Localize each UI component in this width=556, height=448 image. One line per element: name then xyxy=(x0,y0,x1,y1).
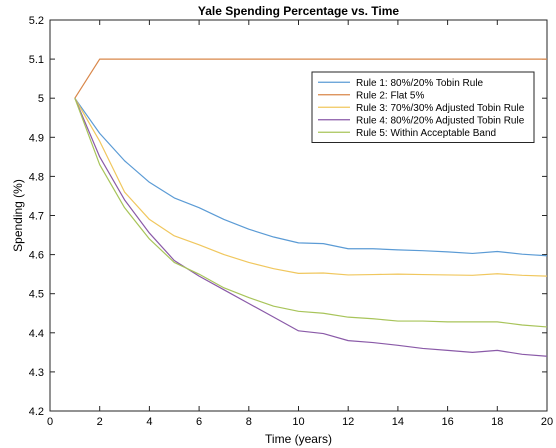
series-line-rule-1 xyxy=(74,97,548,257)
x-axis-label: Time (years) xyxy=(265,432,332,446)
legend-label-rule-2: Rule 2: Flat 5% xyxy=(356,90,424,101)
y-tick-label: 4.5 xyxy=(29,289,44,301)
x-tick-label: 2 xyxy=(97,416,103,428)
x-tick-label: 18 xyxy=(491,416,503,428)
x-tick-label: 14 xyxy=(392,416,404,428)
series-line-rule-3 xyxy=(74,97,548,277)
y-tick-label: 4.2 xyxy=(29,406,44,418)
x-tick-label: 20 xyxy=(541,416,553,428)
legend-label-rule-3: Rule 3: 70%/30% Adjusted Tobin Rule xyxy=(356,103,525,114)
y-tick-label: 4.7 xyxy=(29,211,44,223)
series-line-rule-2 xyxy=(74,58,547,99)
x-tick-label: 6 xyxy=(196,416,202,428)
y-tick-label: 4.4 xyxy=(29,328,44,340)
x-tick-label: 12 xyxy=(342,416,354,428)
x-tick-label: 16 xyxy=(441,416,453,428)
x-tick-label: 10 xyxy=(292,416,304,428)
legend-label-rule-5: Rule 5: Within Acceptable Band xyxy=(356,128,496,139)
legend-label-rule-4: Rule 4: 80%/20% Adjusted Tobin Rule xyxy=(356,115,525,126)
y-tick-label: 4.6 xyxy=(29,250,44,262)
y-tick-label: 4.3 xyxy=(29,367,44,379)
series-line-rule-4 xyxy=(74,97,548,357)
y-tick-label: 5.2 xyxy=(29,15,44,27)
y-tick-label: 4.9 xyxy=(29,132,44,144)
series-line-rule-5 xyxy=(74,97,548,328)
x-tick-label: 8 xyxy=(246,416,252,428)
legend-label-rule-1: Rule 1: 80%/20% Tobin Rule xyxy=(356,78,484,89)
x-tick-label: 4 xyxy=(146,416,152,428)
x-tick-label: 0 xyxy=(47,416,53,428)
y-tick-label: 5 xyxy=(38,93,44,105)
plot-area: 0 2 4 6 8 10 12 14 16 18 20 4.2 4.3 4.4 4.5 4.6 4.7 4.8 4.… xyxy=(29,15,553,428)
y-tick-label: 5.1 xyxy=(29,54,44,66)
y-axis-label: Spending (%) xyxy=(11,179,25,252)
y-tick-label: 4.8 xyxy=(29,171,44,183)
chart-title: Yale Spending Percentage vs. Time xyxy=(198,4,400,18)
